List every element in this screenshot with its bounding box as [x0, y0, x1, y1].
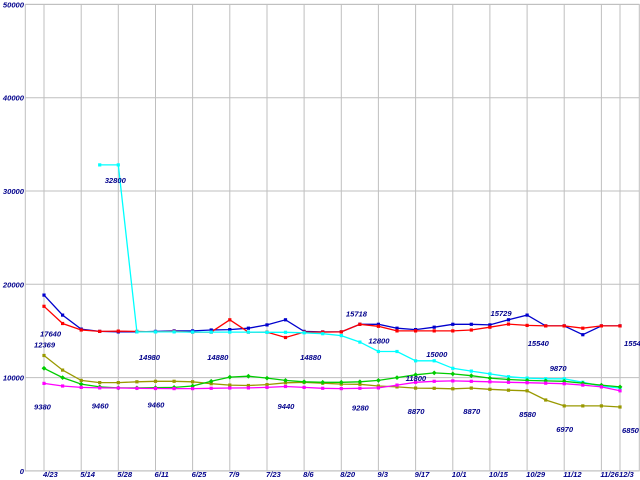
svg-text:7/9: 7/9: [229, 470, 240, 479]
svg-text:40000: 40000: [2, 94, 25, 103]
svg-text:17640: 17640: [40, 329, 62, 338]
svg-text:8580: 8580: [519, 410, 537, 419]
svg-text:5/28: 5/28: [117, 470, 133, 479]
svg-text:30000: 30000: [3, 187, 25, 196]
svg-text:6850: 6850: [622, 426, 640, 435]
svg-text:10/1: 10/1: [452, 470, 467, 479]
svg-text:6/11: 6/11: [155, 470, 169, 479]
svg-text:5/14: 5/14: [80, 470, 96, 479]
svg-text:7/23: 7/23: [266, 470, 282, 479]
svg-text:12/3: 12/3: [619, 470, 635, 479]
svg-text:15540: 15540: [528, 339, 550, 348]
svg-text:11/12: 11/12: [563, 470, 582, 479]
svg-text:9440: 9440: [278, 402, 296, 411]
svg-text:50000: 50000: [3, 0, 25, 9]
svg-text:8/6: 8/6: [303, 470, 314, 479]
svg-text:15718: 15718: [346, 309, 368, 318]
svg-text:15540: 15540: [624, 339, 640, 348]
svg-text:10/15: 10/15: [489, 470, 509, 479]
svg-text:9/17: 9/17: [415, 470, 431, 479]
svg-text:8/20: 8/20: [340, 470, 356, 479]
svg-text:9460: 9460: [92, 402, 110, 411]
svg-text:32800: 32800: [105, 176, 127, 185]
svg-text:6/25: 6/25: [192, 470, 208, 479]
svg-text:9/3: 9/3: [377, 470, 388, 479]
svg-text:12369: 12369: [34, 341, 56, 350]
svg-text:0: 0: [20, 467, 25, 476]
svg-text:11/26: 11/26: [600, 470, 619, 479]
svg-text:8870: 8870: [463, 407, 481, 416]
svg-text:9280: 9280: [352, 403, 370, 412]
svg-text:11800: 11800: [406, 374, 427, 383]
svg-text:14880: 14880: [207, 353, 229, 362]
svg-text:15000: 15000: [426, 350, 448, 359]
svg-text:14880: 14880: [300, 353, 322, 362]
svg-text:4/23: 4/23: [42, 470, 59, 479]
svg-text:9870: 9870: [550, 364, 568, 373]
svg-text:12800: 12800: [368, 337, 390, 346]
svg-text:9380: 9380: [34, 402, 52, 411]
svg-text:6970: 6970: [556, 425, 574, 434]
svg-text:10000: 10000: [3, 374, 25, 383]
svg-text:8870: 8870: [408, 407, 426, 416]
svg-text:10/29: 10/29: [526, 470, 546, 479]
svg-text:20000: 20000: [2, 280, 25, 289]
svg-text:9460: 9460: [148, 400, 166, 409]
svg-text:14980: 14980: [139, 353, 161, 362]
svg-text:15729: 15729: [491, 309, 513, 318]
